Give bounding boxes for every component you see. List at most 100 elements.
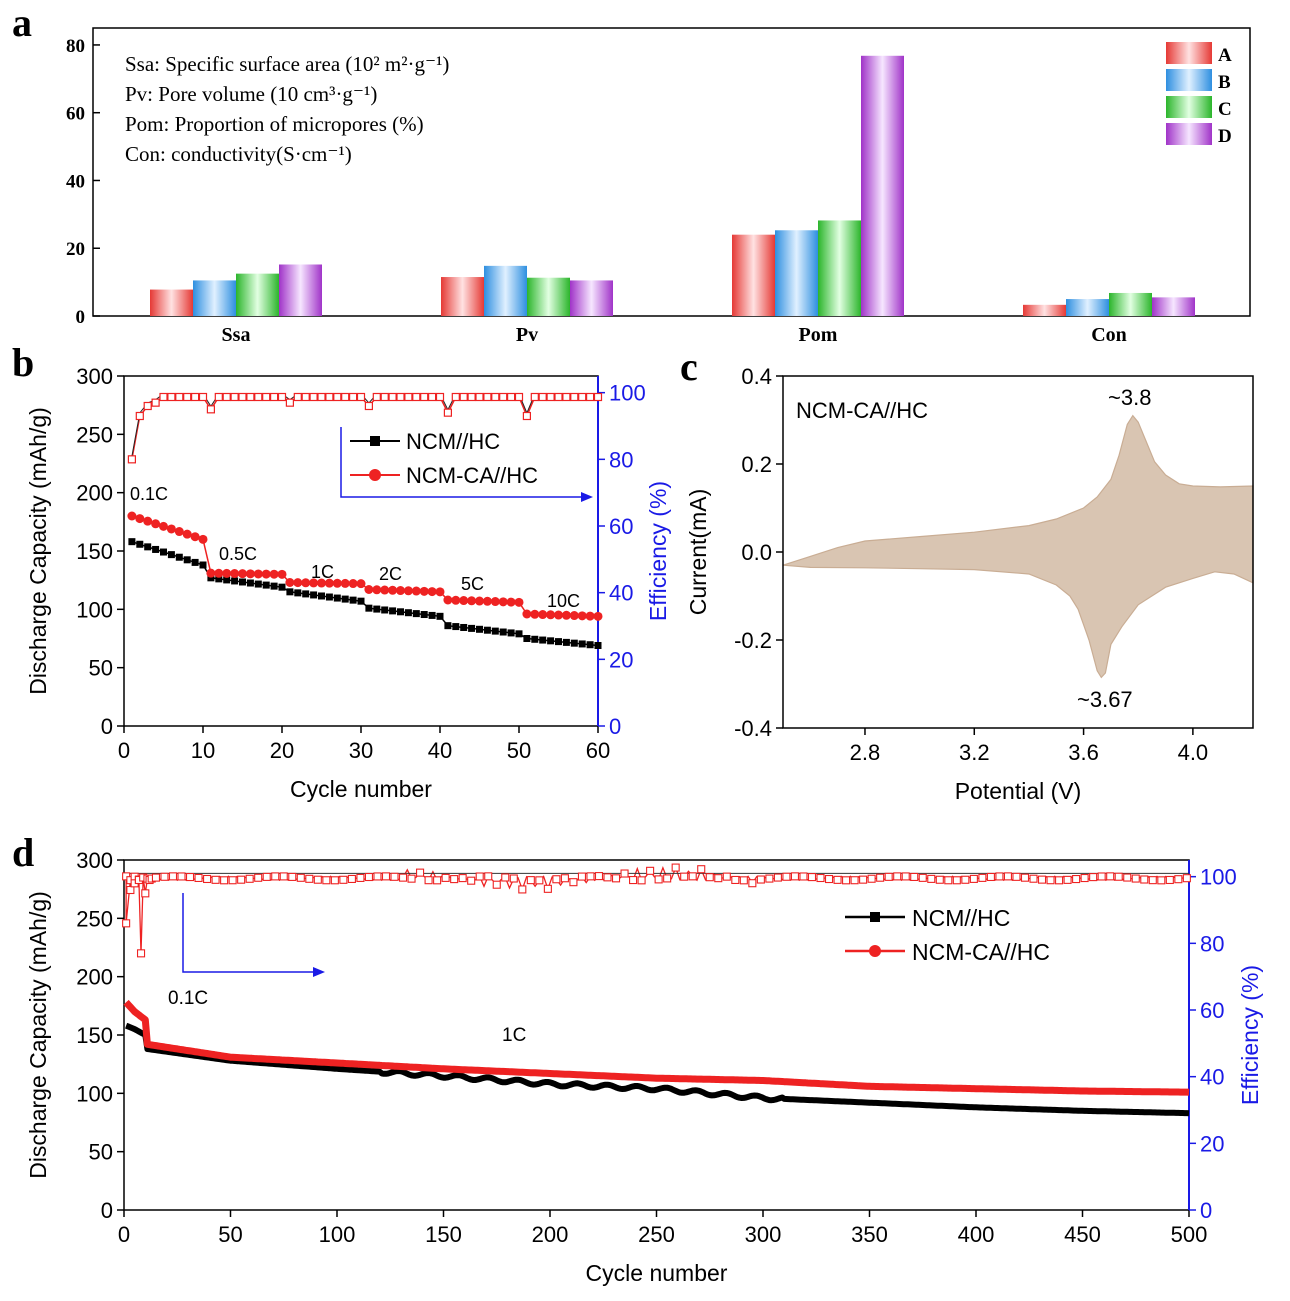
capacity-point-NCM xyxy=(436,612,444,620)
x-tick-label: 450 xyxy=(1064,1222,1101,1247)
capacity-point-NCM-CA xyxy=(451,595,461,605)
legend-marker-NCM xyxy=(870,912,880,922)
efficiency-point xyxy=(978,873,987,882)
y-tick-label-c: -0.4 xyxy=(734,716,772,741)
efficiency-point xyxy=(927,874,936,883)
efficiency-point xyxy=(543,884,552,893)
bar-D-Pom xyxy=(861,55,904,316)
efficiency-point xyxy=(1089,873,1098,882)
rate-label: 5C xyxy=(461,574,484,594)
capacity-point-NCM xyxy=(175,553,183,561)
capacity-point-NCM-CA xyxy=(585,611,595,621)
x-tick-label: 250 xyxy=(638,1222,675,1247)
capacity-point-NCM-CA xyxy=(475,596,484,606)
plot-c: 2.8 3.2 3.6 4.0 -0.4 -0.2 0.0 0.2 0.4 Potential (… xyxy=(685,364,1254,804)
legend-label-NCM: NCM//HC xyxy=(912,905,1010,931)
efficiency-point xyxy=(313,875,322,884)
x-tick-label-c: 3.6 xyxy=(1068,740,1099,765)
efficiency-point xyxy=(859,875,868,884)
efficiency-point xyxy=(451,392,460,402)
capacity-point-NCM xyxy=(594,642,602,649)
axis-arrow-head xyxy=(313,967,325,977)
bar-D-Pv xyxy=(570,280,613,316)
capacity-point-NCM xyxy=(207,574,215,582)
efficiency-point xyxy=(876,873,885,882)
rate-label: 0.5C xyxy=(219,544,257,564)
capacity-point-NCM-CA xyxy=(309,578,319,588)
x-axis-label: Cycle number xyxy=(290,776,432,802)
capacity-point-NCM-CA xyxy=(427,587,437,597)
legend-label-NCM-CA: NCM-CA//HC xyxy=(912,939,1050,965)
efficiency-point xyxy=(339,875,348,884)
y-tick-label-a: 0 xyxy=(76,307,86,328)
efficiency-point xyxy=(364,401,373,411)
efficiency-point xyxy=(168,872,178,881)
y2-tick-label: 20 xyxy=(609,647,633,672)
capacity-point-NCM-CA xyxy=(506,597,516,607)
legend-label-A: A xyxy=(1218,45,1232,66)
efficiency-point xyxy=(1157,876,1166,885)
capacity-point-NCM xyxy=(389,607,397,615)
efficiency-point xyxy=(293,392,302,402)
legend-swatch-C xyxy=(1166,96,1212,118)
panel-b: b 0 10 20 30 40 50 600501001502002503000204060… xyxy=(12,340,671,802)
y2-tick-label: 40 xyxy=(1200,1065,1224,1090)
efficiency-point xyxy=(246,392,255,402)
efficiency-point xyxy=(961,875,970,884)
capacity-point-NCM-CA xyxy=(356,579,366,589)
bar-C-Pom xyxy=(818,220,861,316)
y-tick-label-c: -0.2 xyxy=(734,628,772,653)
efficiency-point xyxy=(333,392,342,402)
y-tick-label-c: 0.2 xyxy=(741,452,772,477)
efficiency-point xyxy=(285,398,294,407)
rate-label: 10C xyxy=(547,591,580,611)
capacity-point-NCM xyxy=(404,609,412,617)
efficiency-point xyxy=(807,873,817,882)
rate-label: 1C xyxy=(311,562,334,582)
efficiency-point xyxy=(467,876,476,885)
bar-D-Ssa xyxy=(279,264,322,316)
capacity-point-NCM xyxy=(333,594,341,602)
capacity-point-NCM-CA xyxy=(238,569,247,579)
x-tick-label: 500 xyxy=(1171,1222,1208,1247)
capacity-point-NCM xyxy=(310,591,318,599)
efficiency-point xyxy=(501,873,510,882)
efficiency-point xyxy=(705,873,714,882)
efficiency-point xyxy=(211,875,220,884)
capacity-point-NCM-CA xyxy=(261,569,271,579)
capacity-point-NCM-CA xyxy=(190,532,200,542)
efficiency-point xyxy=(1097,872,1106,881)
efficiency-point xyxy=(918,873,927,882)
x-tick-label-c: 2.8 xyxy=(850,740,881,765)
efficiency-point xyxy=(816,873,825,883)
capacity-point-NCM xyxy=(547,637,555,645)
efficiency-point xyxy=(443,408,452,417)
efficiency-point xyxy=(151,873,160,882)
capacity-point-NCM-CA xyxy=(569,611,579,621)
efficiency-point xyxy=(262,872,271,881)
panel-label-a: a xyxy=(12,0,32,45)
efficiency-point xyxy=(578,392,587,402)
y2-tick-label: 0 xyxy=(609,714,621,739)
capacity-point-NCM-CA xyxy=(230,569,240,579)
efficiency-point xyxy=(127,455,136,464)
efficiency-point xyxy=(277,392,287,402)
capacity-point-NCM-CA xyxy=(443,595,453,605)
efficiency-point xyxy=(1063,875,1072,884)
efficiency-point xyxy=(620,869,629,878)
efficiency-point xyxy=(790,872,800,881)
efficiency-point xyxy=(416,868,425,877)
efficiency-point xyxy=(799,872,808,881)
efficiency-point xyxy=(424,876,433,885)
bar-B-Ssa xyxy=(193,280,236,316)
axis-arrow-head xyxy=(581,492,593,502)
y-tick-label: 300 xyxy=(76,848,113,873)
capacity-point-NCM-CA xyxy=(435,587,445,597)
efficiency-point xyxy=(347,874,356,883)
efficiency-point xyxy=(288,872,297,881)
efficiency-point xyxy=(167,392,176,402)
efficiency-point xyxy=(1037,875,1047,884)
capacity-point-NCM xyxy=(325,593,333,601)
y2-tick-label: 20 xyxy=(1200,1131,1224,1156)
